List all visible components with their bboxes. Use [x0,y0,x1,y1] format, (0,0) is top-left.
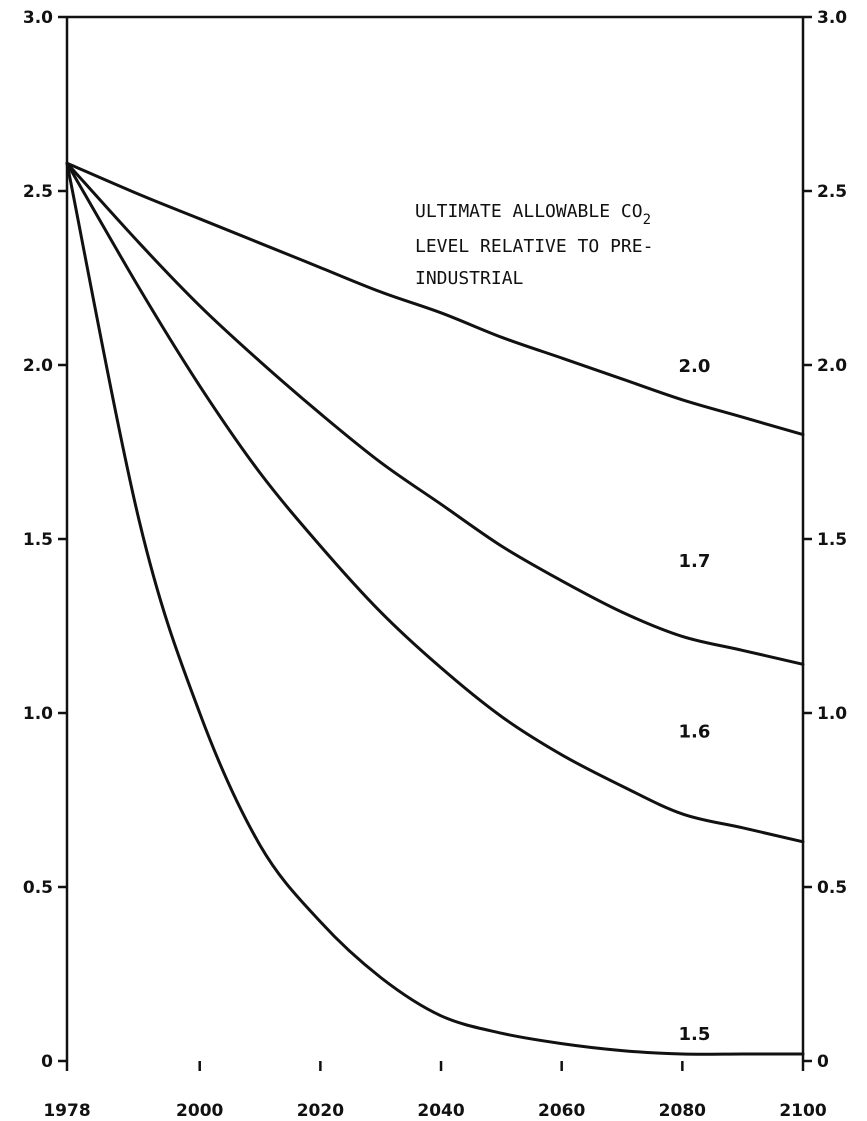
series-line-1-5 [65,161,805,1056]
y-tick-label-left: 2.0 [23,356,53,376]
series-label-1-7: 1.7 [678,551,710,572]
y-tick-label-left: 2.5 [23,182,53,202]
y-tick-label-left: 1.0 [23,704,53,724]
y-axis-left: 0 0.5 1.0 1.5 2.0 2.5 3.0 [23,8,67,1072]
y-tick-label-left: 0 [41,1052,53,1072]
y-tick-label-right: 2.0 [817,356,847,376]
x-tick-label: 2040 [417,1101,464,1121]
x-axis: 1978 2000 2020 2040 2060 2080 2100 [43,1061,827,1121]
series-labels: 2.0 1.7 1.6 1.5 [678,356,710,1045]
y-tick-label-right: 0.5 [817,878,847,898]
plot-frame [65,15,805,1061]
series-label-2-0: 2.0 [678,356,710,377]
y-tick-label-right: 1.5 [817,530,847,550]
y-tick-label-right: 0 [817,1052,829,1072]
x-tick-label: 1978 [43,1101,90,1121]
x-tick-label: 2060 [538,1101,585,1121]
annotation-line-2: LEVEL RELATIVE TO PRE- [415,236,653,257]
y-tick-label-left: 1.5 [23,530,53,550]
annotation-line-1: ULTIMATE ALLOWABLE CO2 [415,201,651,228]
x-tick-label: 2000 [176,1101,223,1121]
y-tick-label-right: 3.0 [817,8,847,28]
y-tick-label-right: 2.5 [817,182,847,202]
series-lines [65,161,805,1056]
y-tick-label-right: 1.0 [817,704,847,724]
y-tick-label-left: 3.0 [23,8,53,28]
x-tick-label: 2080 [659,1101,706,1121]
y-tick-label-left: 0.5 [23,878,53,898]
series-line-1-7 [65,161,805,666]
annotation-line-3: INDUSTRIAL [415,268,524,289]
series-line-1-6 [65,161,805,844]
series-line-2-0 [65,161,805,437]
series-label-1-5: 1.5 [678,1024,710,1045]
y-axis-right: 0 0.5 1.0 1.5 2.0 2.5 3.0 [803,8,847,1072]
x-tick-label: 2020 [297,1101,344,1121]
series-label-1-6: 1.6 [678,721,710,742]
x-tick-label: 2100 [779,1101,826,1121]
